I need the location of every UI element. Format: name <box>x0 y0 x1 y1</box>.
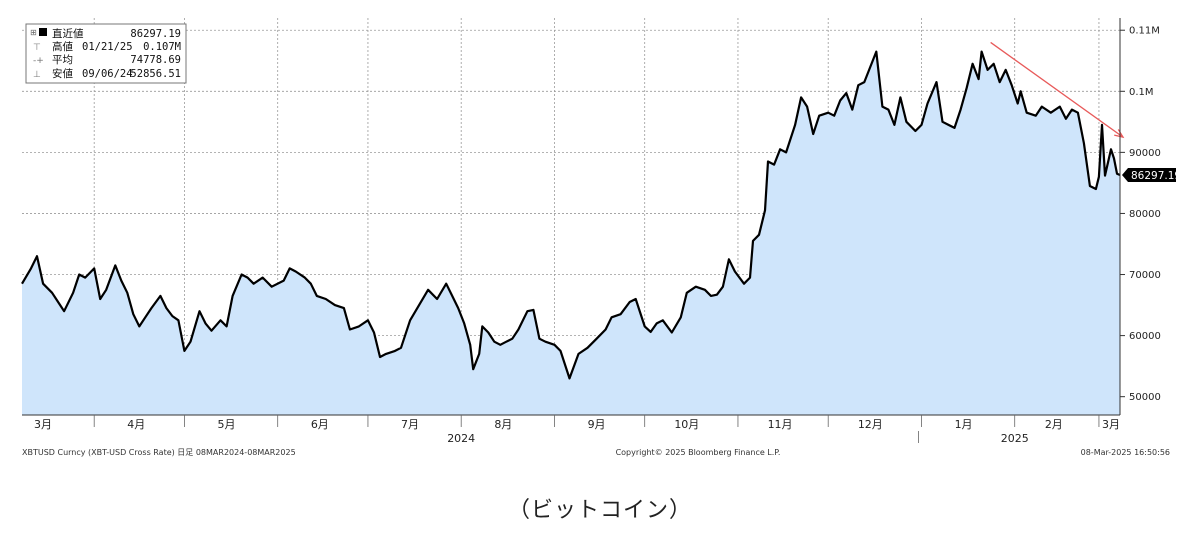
x-month-label: 12月 <box>858 418 883 431</box>
y-tick-label: 90000 <box>1129 148 1161 159</box>
legend-high-label: 高値 <box>52 40 73 53</box>
x-month-label: 9月 <box>588 418 606 431</box>
x-month-label: 3月 <box>34 418 52 431</box>
legend-last-value: 86297.19 <box>130 28 181 40</box>
x-month-label: 4月 <box>127 418 145 431</box>
x-month-label: 10月 <box>674 418 699 431</box>
last-value-tag: 86297.19 <box>1122 167 1181 182</box>
price-area <box>22 51 1120 415</box>
x-month-label: 2月 <box>1045 418 1063 431</box>
x-month-label: 11月 <box>768 418 793 431</box>
legend-box: ⊞ 直近値 86297.19 ⊤ 高値 01/21/25 0.107M -+ 平… <box>25 23 187 84</box>
footer-timestamp: 08-Mar-2025 16:50:56 <box>1081 448 1170 457</box>
legend-high-date: 01/21/25 <box>82 41 133 53</box>
legend-avg-label: 平均 <box>52 54 73 66</box>
trend-arrow-line <box>990 41 1124 138</box>
average-marker-icon: -+ <box>33 56 44 66</box>
legend-low-value: 52856.51 <box>130 68 181 80</box>
x-month-label: 1月 <box>955 418 973 431</box>
y-ticks: 50000 60000 70000 80000 90000 0.1M 0.11M <box>1120 26 1161 403</box>
legend-swatch <box>39 28 47 36</box>
high-marker-icon: ⊤ <box>33 43 41 53</box>
x-month-label: 5月 <box>218 418 236 431</box>
footer-ticker: XBTUSD Curncy (XBT-USD Cross Rate) 日足 08… <box>22 448 296 457</box>
y-tick-label: 0.1M <box>1129 87 1154 98</box>
x-year-label: 2024 <box>447 432 475 445</box>
x-month-label: 7月 <box>401 418 419 431</box>
y-tick-label: 50000 <box>1129 392 1161 403</box>
x-month-label: 8月 <box>494 418 512 431</box>
legend-low-date: 09/06/24 <box>82 68 133 80</box>
price-line <box>21 50 1121 380</box>
y-tick-label: 60000 <box>1129 331 1161 342</box>
footer-copyright: Copyright© 2025 Bloomberg Finance L.P. <box>616 448 781 457</box>
x-year-label: 2025 <box>1001 432 1029 445</box>
low-marker-icon: ⊥ <box>33 70 41 80</box>
axes <box>22 18 1121 416</box>
caption: （ビットコイン） <box>507 498 692 523</box>
x-ticks: 3月 4月 5月 6月 7月 8月 9月 10月 11月 12月 1月 2月 3月 2024 2025 <box>34 415 1120 445</box>
y-tick-label: 80000 <box>1129 209 1161 220</box>
legend-high-value: 0.107M <box>143 41 181 53</box>
svg-text:⊞: ⊞ <box>30 28 37 37</box>
legend-low-label: 安値 <box>52 67 73 80</box>
last-value-label: 86297.19 <box>1131 170 1181 182</box>
legend-avg-value: 74778.69 <box>130 54 181 66</box>
y-tick-label: 0.11M <box>1129 26 1160 37</box>
y-tick-label: 70000 <box>1129 270 1161 281</box>
legend-last-label: 直近値 <box>52 27 84 40</box>
x-month-label: 6月 <box>311 418 329 431</box>
x-month-label: 3月 <box>1102 418 1120 431</box>
